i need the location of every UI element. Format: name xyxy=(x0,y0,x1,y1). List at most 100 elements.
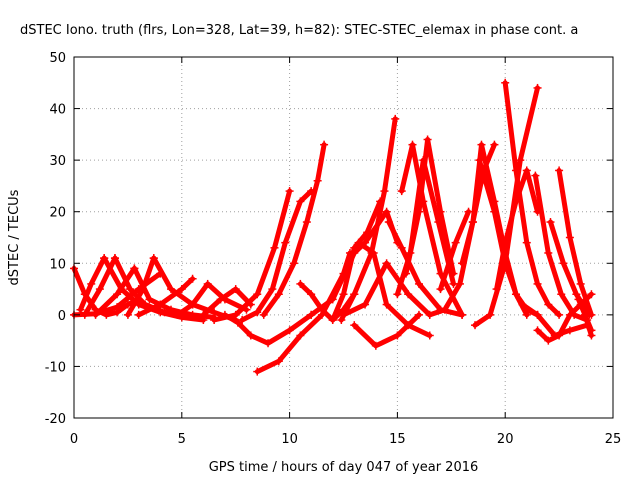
data-point xyxy=(160,308,169,317)
data-point xyxy=(354,238,363,247)
data-point xyxy=(451,238,460,247)
data-point xyxy=(274,290,283,299)
data-point xyxy=(475,156,484,165)
data-point xyxy=(518,300,527,309)
data-point xyxy=(361,300,370,309)
x-axis-label: GPS time / hours of day 047 of year 2016 xyxy=(209,460,479,475)
data-point xyxy=(123,310,132,319)
series-24-line xyxy=(351,312,422,349)
data-point xyxy=(550,331,559,340)
data-point xyxy=(580,310,589,319)
data-point xyxy=(468,218,477,227)
data-point xyxy=(91,310,100,319)
data-point xyxy=(423,135,432,144)
data-point xyxy=(531,171,540,180)
data-point xyxy=(328,316,337,325)
ticks xyxy=(73,56,614,419)
data-point xyxy=(414,207,423,216)
data-point xyxy=(350,290,359,299)
data-point xyxy=(414,310,423,319)
data-point xyxy=(565,326,574,335)
data-point xyxy=(436,285,445,294)
data-point xyxy=(123,300,132,309)
data-point xyxy=(231,310,240,319)
data-point xyxy=(546,218,555,227)
data-point xyxy=(402,269,411,278)
data-point xyxy=(425,310,434,319)
data-point xyxy=(307,290,316,299)
series-11-line xyxy=(136,276,196,318)
data-point xyxy=(449,269,458,278)
data-point xyxy=(425,331,434,340)
data-point xyxy=(464,207,473,216)
series-36-line xyxy=(502,80,562,318)
data-point xyxy=(516,156,525,165)
data-point xyxy=(203,279,212,288)
y-tick-label: -10 xyxy=(45,360,66,375)
data-point xyxy=(313,176,322,185)
x-tick-label: 20 xyxy=(497,432,514,447)
data-point xyxy=(555,310,564,319)
data-point xyxy=(486,310,495,319)
data-point xyxy=(559,259,568,268)
data-point xyxy=(87,279,96,288)
data-point xyxy=(350,243,359,252)
data-point xyxy=(490,207,499,216)
data-point xyxy=(328,295,337,304)
x-tick-label: 0 xyxy=(70,432,78,447)
data-point xyxy=(391,114,400,123)
data-point xyxy=(522,166,531,175)
data-point xyxy=(380,187,389,196)
data-point xyxy=(233,318,242,327)
data-point xyxy=(167,305,176,314)
data-point xyxy=(544,300,553,309)
data-point xyxy=(259,310,268,319)
data-point xyxy=(296,197,305,206)
x-tick-label: 5 xyxy=(178,432,186,447)
data-point xyxy=(471,321,480,330)
y-tick-label: 40 xyxy=(49,103,66,118)
data-point xyxy=(587,331,596,340)
data-point xyxy=(544,248,553,257)
data-point xyxy=(440,305,449,314)
data-point xyxy=(253,308,262,317)
data-point xyxy=(113,290,122,299)
data-point xyxy=(274,357,283,366)
data-point xyxy=(253,367,262,376)
data-point xyxy=(110,254,119,263)
data-point xyxy=(296,279,305,288)
data-point xyxy=(574,295,583,304)
data-point xyxy=(130,264,139,273)
data-point xyxy=(511,290,520,299)
data-point xyxy=(188,300,197,309)
data-point xyxy=(76,305,85,314)
data-point xyxy=(363,228,372,237)
data-point xyxy=(565,233,574,242)
data-point xyxy=(404,321,413,330)
data-point xyxy=(533,326,542,335)
data-point xyxy=(382,259,391,268)
data-point xyxy=(268,285,277,294)
data-point xyxy=(113,303,122,312)
data-point xyxy=(436,207,445,216)
data-point xyxy=(80,310,89,319)
x-tick-label: 15 xyxy=(389,432,406,447)
data-point xyxy=(138,285,147,294)
data-point xyxy=(285,187,294,196)
data-point xyxy=(238,316,247,325)
data-point xyxy=(337,316,346,325)
series-17-line xyxy=(261,142,327,318)
data-point xyxy=(270,243,279,252)
data-point xyxy=(455,279,464,288)
data-point xyxy=(397,187,406,196)
data-point xyxy=(156,300,165,309)
data-point xyxy=(126,285,135,294)
data-point xyxy=(533,279,542,288)
data-point xyxy=(533,310,542,319)
data-point xyxy=(565,310,574,319)
data-point xyxy=(382,207,391,216)
data-point xyxy=(555,166,564,175)
data-point xyxy=(414,279,423,288)
data-point xyxy=(501,78,510,87)
y-tick-label: 30 xyxy=(49,154,66,169)
